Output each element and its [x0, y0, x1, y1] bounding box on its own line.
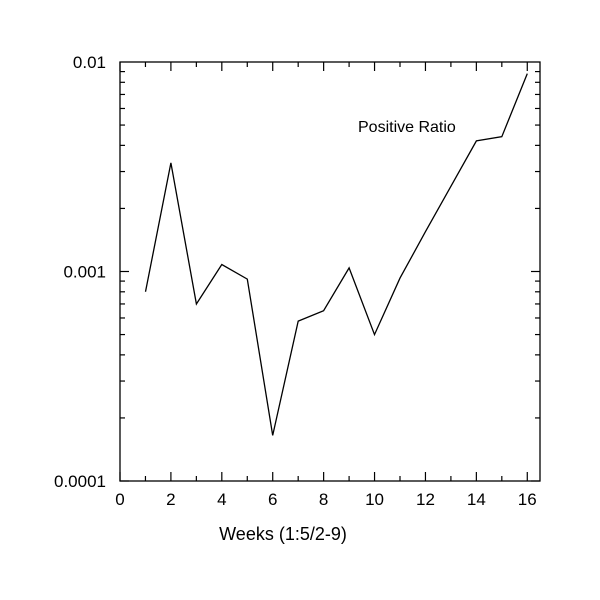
x-tick-label: 10 [365, 490, 384, 509]
y-tick-label: 0.0001 [54, 472, 106, 491]
series-line-positive-ratio [144, 73, 528, 436]
x-tick-label: 8 [319, 490, 328, 509]
x-tick-label: 6 [268, 490, 277, 509]
y-axis-ticks: 0.0001 0.001 0.01 [54, 53, 540, 491]
x-tick-label: 4 [217, 490, 226, 509]
y-tick-label: 0.001 [63, 263, 106, 282]
plot-frame [119, 61, 541, 482]
x-tick-label: 14 [467, 490, 486, 509]
x-tick-label: 2 [166, 490, 175, 509]
series-annotation: Positive Ratio [358, 119, 456, 136]
x-tick-label: 16 [518, 490, 537, 509]
x-tick-label: 12 [416, 490, 435, 509]
x-tick-label: 0 [115, 490, 124, 509]
x-axis-ticks: 0 2 4 6 8 10 12 14 16 [115, 62, 537, 509]
y-tick-label: 0.01 [73, 53, 106, 72]
x-axis-title: Weeks (1:5/2-9) [219, 524, 347, 544]
